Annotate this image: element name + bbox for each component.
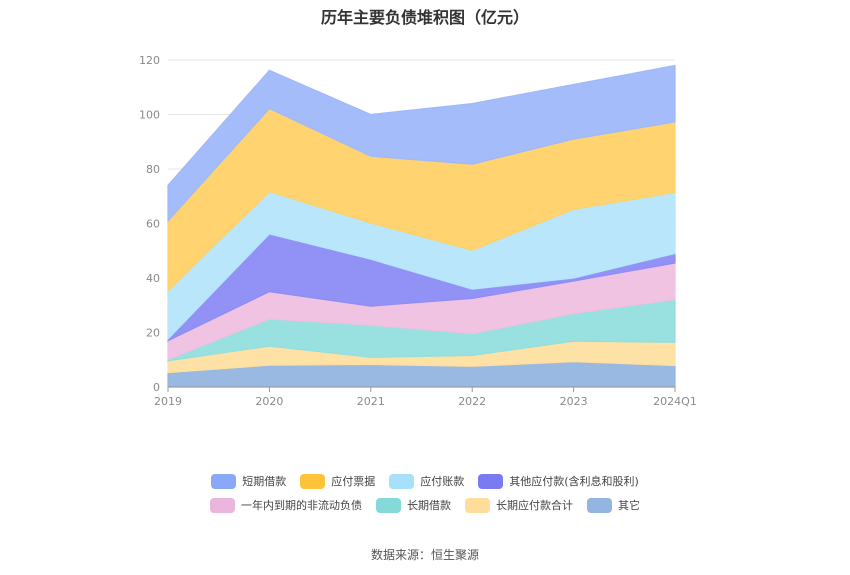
- legend-label: 其它: [618, 499, 640, 512]
- x-tick-label: 2022: [458, 395, 486, 408]
- legend-label: 短期借款: [242, 475, 287, 488]
- legend-swatch: [300, 473, 326, 489]
- axis-layer: 0 20 40 60 80 100 120 2019 2020 2021 2022 2023 2024Q…: [139, 54, 697, 408]
- legend: 短期借款 应付票据 应付账款 其他应付款(含利息和股利) 一年内到期的非流动负债 长期借款…: [0, 472, 850, 520]
- legend-label: 其他应付款(含利息和股利): [509, 475, 639, 488]
- stacked-area-chart: 0 20 40 60 80 100 120 2019 2020 2021 2022 2023 2024Q…: [139, 54, 697, 408]
- y-tick-label: 0: [153, 381, 160, 394]
- legend-swatch: [211, 473, 237, 489]
- legend-label: 一年内到期的非流动负债: [241, 499, 362, 512]
- legend-item[interactable]: 其他应付款(含利息和股利): [478, 472, 639, 490]
- legend-item[interactable]: 一年内到期的非流动负债: [210, 496, 362, 514]
- legend-label: 应付账款: [420, 475, 465, 488]
- legend-item[interactable]: 短期借款: [211, 472, 286, 490]
- chart-title: 历年主要负债堆积图（亿元）: [320, 8, 529, 27]
- y-tick-label: 40: [146, 272, 160, 285]
- data-source: 数据来源：恒生聚源: [370, 548, 479, 562]
- legend-label: 应付票据: [331, 475, 376, 488]
- x-tick-label: 2020: [255, 395, 283, 408]
- legend-item[interactable]: 长期应付款合计: [465, 496, 573, 514]
- legend-row: 短期借款 应付票据 应付账款 其他应付款(含利息和股利): [0, 472, 850, 490]
- legend-item[interactable]: 其它: [587, 496, 640, 514]
- legend-row: 一年内到期的非流动负债 长期借款 长期应付款合计 其它: [0, 496, 850, 514]
- y-tick-label: 100: [139, 109, 160, 122]
- legend-label: 长期应付款合计: [496, 499, 573, 512]
- x-tick-label: 2019: [154, 395, 182, 408]
- legend-swatch: [587, 497, 612, 513]
- y-tick-label: 60: [146, 218, 160, 231]
- legend-swatch: [465, 497, 490, 513]
- legend-swatch: [389, 473, 415, 489]
- legend-swatch: [376, 497, 401, 513]
- legend-item[interactable]: 应付票据: [300, 472, 375, 490]
- y-tick-label: 80: [146, 163, 160, 176]
- legend-item[interactable]: 长期借款: [376, 496, 451, 514]
- y-tick-label: 20: [146, 327, 160, 340]
- x-tick-label: 2024Q1: [653, 395, 697, 408]
- x-tick-label: 2021: [357, 395, 385, 408]
- legend-item[interactable]: 应付账款: [389, 472, 464, 490]
- y-tick-label: 120: [139, 54, 160, 67]
- legend-swatch: [478, 473, 504, 489]
- area-layer: [167, 64, 676, 388]
- area-series-8: [167, 64, 676, 223]
- legend-label: 长期借款: [407, 499, 451, 512]
- x-tick-label: 2023: [560, 395, 588, 408]
- legend-swatch: [210, 497, 235, 513]
